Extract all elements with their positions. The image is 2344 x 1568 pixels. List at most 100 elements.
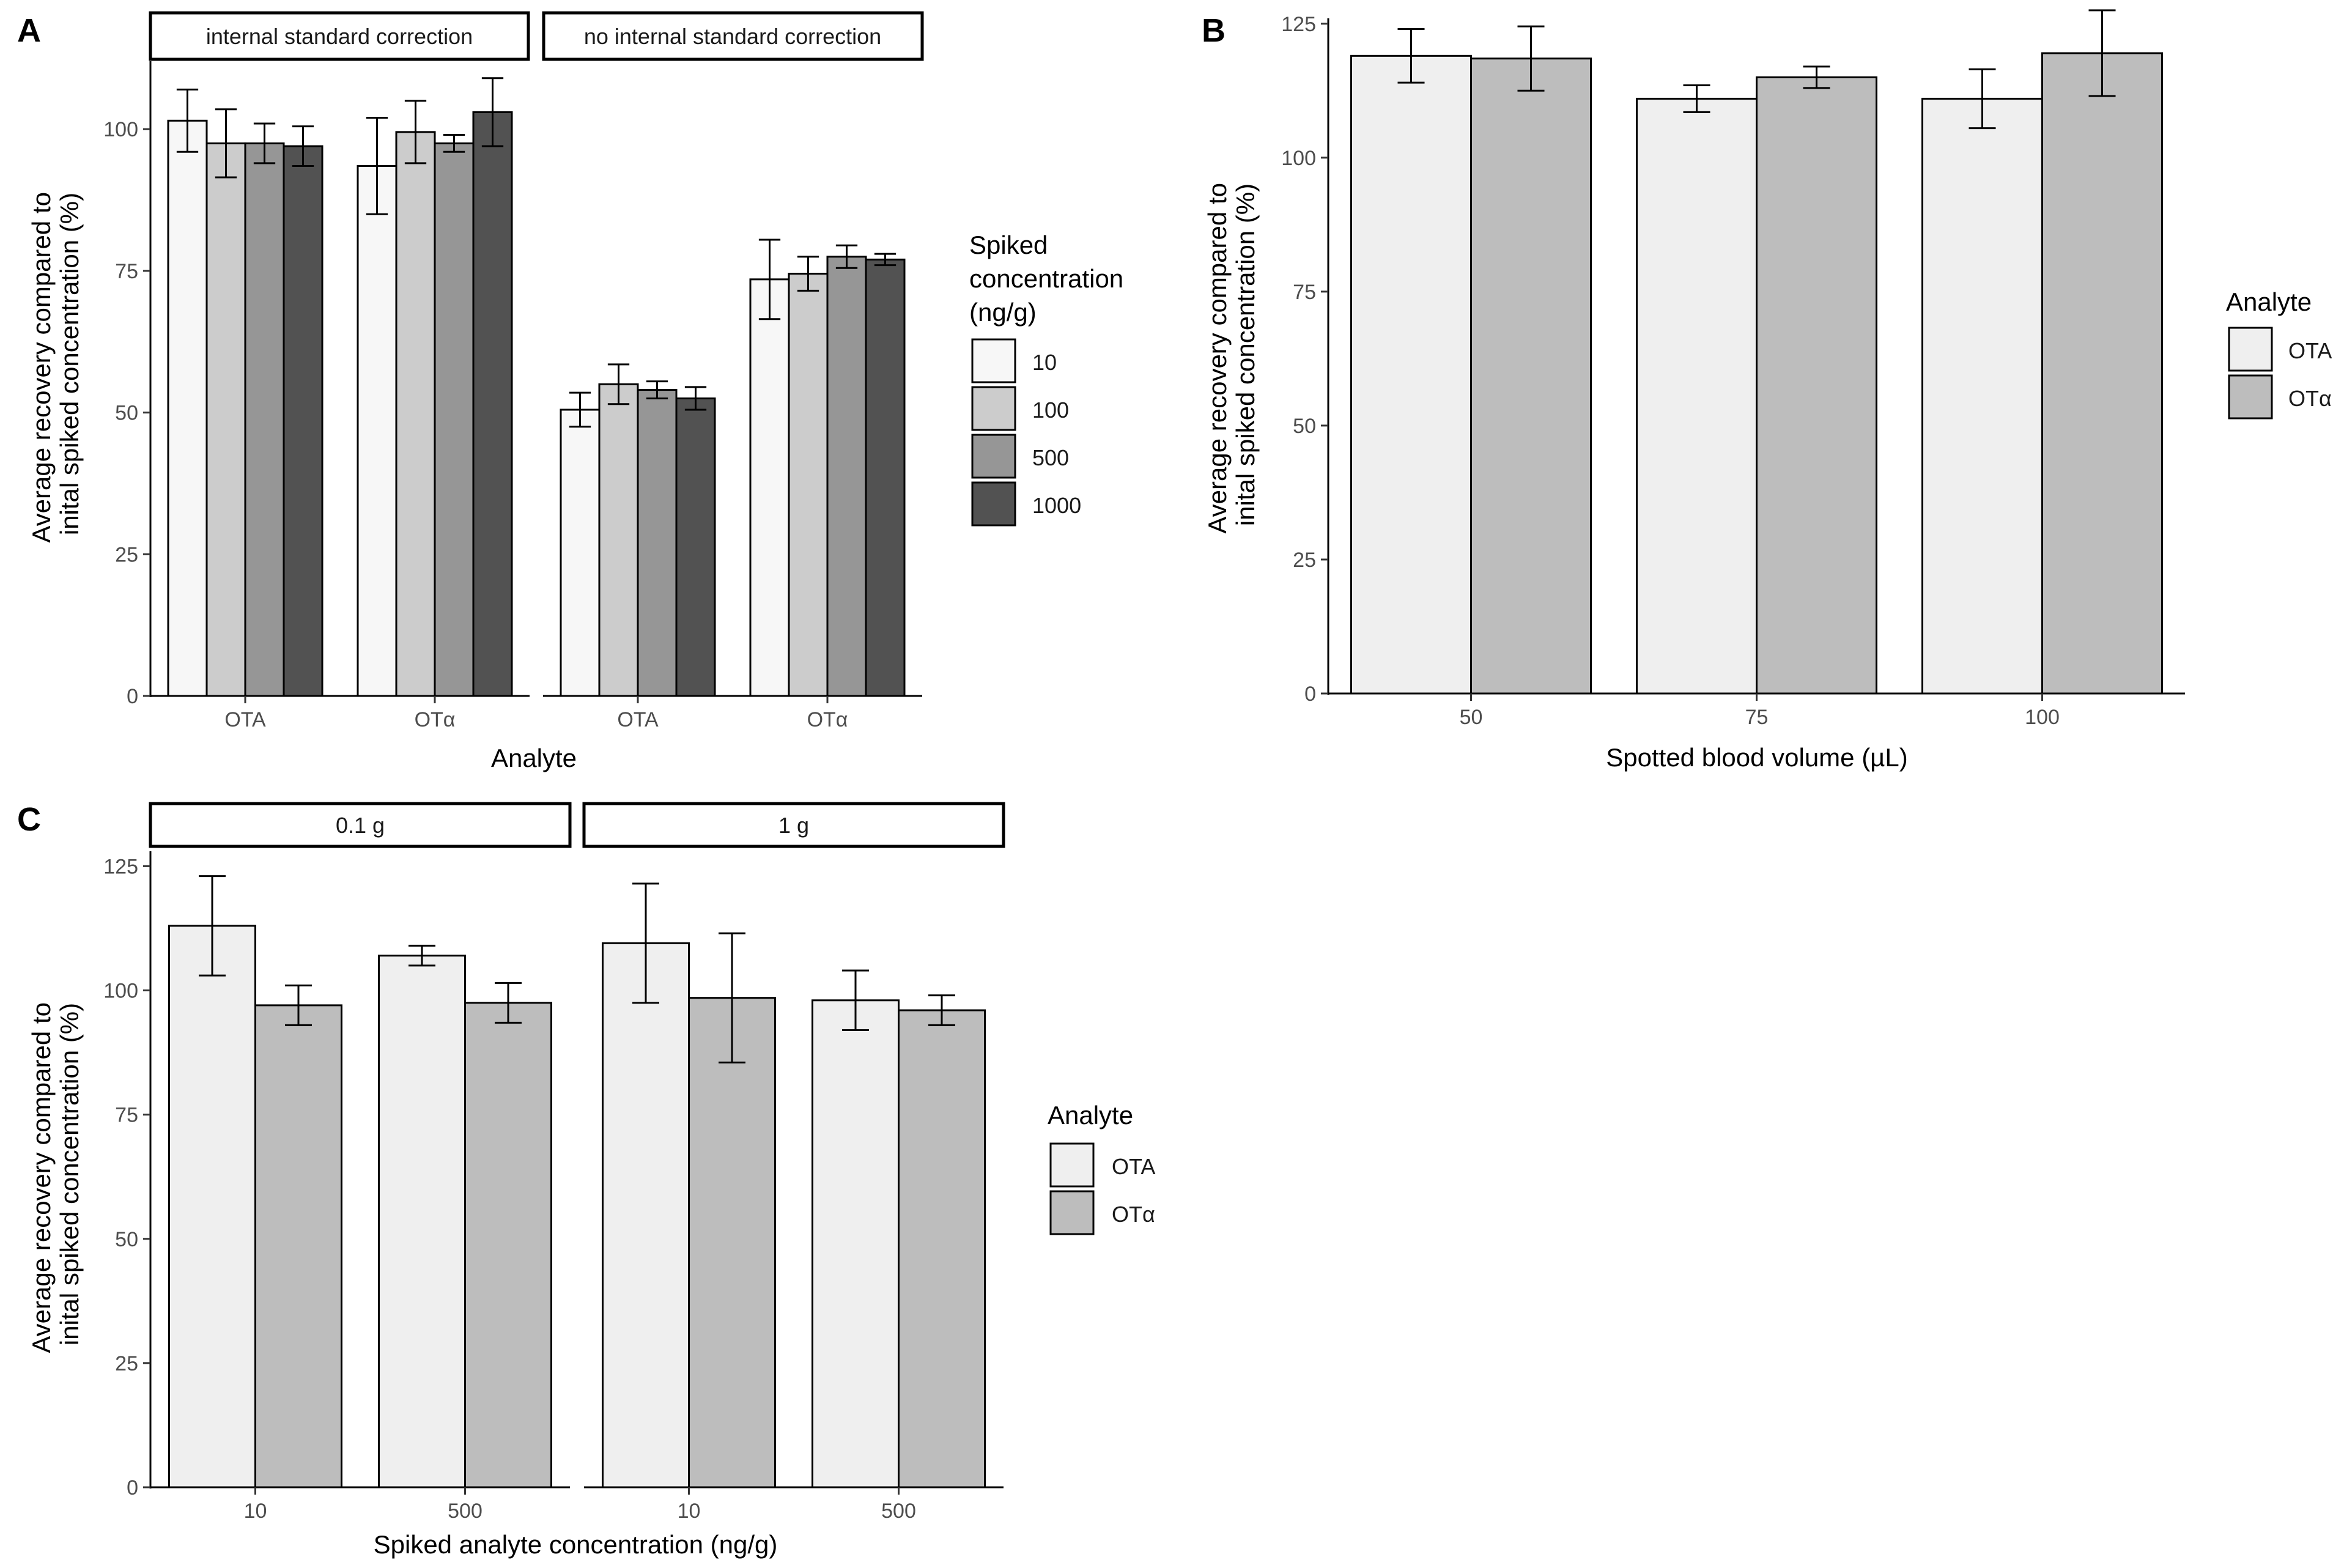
panel-b-legend-swatch-1: [2228, 327, 2273, 372]
panel-b-y-axis: 0 25 50 75 100 125: [1281, 13, 1329, 706]
panel-a-chart: 0 25 50 75 100 Average recovery compared to …: [27, 11, 1131, 772]
panel-b-x-tick-label-0: 50: [1460, 706, 1483, 729]
panel-a-legend-swatch-1: [971, 338, 1016, 383]
panel-a-y-tick-label-0: 0: [127, 685, 138, 708]
panel-a-strip-label-1: internal standard correction: [206, 24, 473, 49]
panel-tag-c: C: [17, 801, 41, 838]
panel-b-x-title: Spotted blood volume (µL): [1606, 743, 1907, 772]
panel-b-y-tick-label-3: 75: [1293, 281, 1316, 304]
panel-a-legend-swatch-2: [971, 386, 1016, 431]
panel-c-f1-500-sOTA-bar: [812, 999, 900, 1488]
panel-b-x-tick-label-2: 100: [2025, 706, 2060, 729]
panel-b-legend-swatch-2: [2228, 374, 2273, 420]
panel-c-y-tick-label-3: 75: [115, 1104, 138, 1127]
panel-b-chart: 0 25 50 75 100 125 Average recovery compared …: [1203, 9, 2332, 772]
panel-c-f0-500-sOTA-bar: [378, 955, 466, 1488]
panel-a-f1-OTα-s1000-bar: [865, 258, 906, 697]
panel-c-f1-10-sOTA-bar: [602, 942, 690, 1488]
panel-a-f1-OTα-s10-bar: [749, 278, 790, 697]
panel-c-legend-swatch-2: [1049, 1190, 1095, 1235]
panel-c-x-title: Spiked analyte concentration (ng/g): [374, 1530, 778, 1559]
panel-a-legend-title: Spiked concentration (ng/g): [969, 231, 1131, 327]
panel-c-f1-500-sOTα-bar: [898, 1009, 986, 1488]
panel-b-y-tick-label-2: 50: [1293, 415, 1316, 438]
panel-b-x-tick-label-1: 75: [1745, 706, 1769, 729]
panel-a-legend-label-1: 10: [1032, 350, 1057, 375]
panel-c-legend-label-2: OTα: [1112, 1202, 1155, 1227]
panel-a-f1-OTα-s500-bar: [826, 256, 867, 697]
panel-c-y-tick-label-1: 25: [115, 1352, 138, 1375]
panel-a-y-title: Average recovery compared to inital spik…: [27, 185, 84, 542]
panel-a-f0-OTα-s10-bar: [357, 165, 397, 697]
panel-a-y-tick-label-2: 50: [115, 402, 138, 425]
panel-b-legend-title: Analyte: [2226, 287, 2312, 316]
panel-a-strip-box-2: [542, 11, 924, 61]
panel-b-75-sOTα-bar: [1756, 76, 1877, 695]
panel-a-f0-OTα-s1000-bar: [472, 111, 513, 697]
panel-a-legend-label-2: 100: [1032, 398, 1069, 423]
panel-a-x-tick-label-0-1: OTα: [415, 708, 456, 731]
panel-a-f0-OTA-s10-bar: [167, 119, 208, 697]
panel-b-100-sOTA-bar: [1921, 97, 2043, 695]
panel-a-y-title-line1: Average recovery compared to: [27, 192, 56, 543]
panel-c-legend-title: Analyte: [1048, 1101, 1133, 1130]
panel-c-y-tick-label-5: 125: [103, 855, 138, 878]
panel-a-legend-label-4: 1000: [1032, 493, 1081, 518]
panel-a-f1-OTα-s100-bar: [788, 273, 829, 697]
panel-c-y-title-line1: Average recovery compared to: [27, 1002, 56, 1353]
panel-a-f1-OTA-s500-bar: [637, 389, 678, 697]
panel-c-y-title: Average recovery compared to inital spik…: [27, 995, 84, 1353]
panel-a-y-tick-label-3: 75: [115, 260, 138, 283]
panel-a-f0-OTA-s100-bar: [205, 142, 246, 697]
panel-a-legend-title-line2: concentration: [969, 264, 1123, 293]
panel-b-legend: OTA OTα: [2228, 327, 2332, 420]
panel-b-y-title-line2: inital spiked concentration (%): [1231, 183, 1260, 526]
panel-c-x-tick-label-1-1: 500: [881, 1500, 916, 1523]
panel-a-bars: OTA OTα OTA OTα: [150, 77, 922, 731]
panel-c-f0-10-sOTα-bar: [254, 1004, 342, 1488]
panel-c-legend: OTA OTα: [1049, 1142, 1155, 1235]
panel-c-f0-500-sOTα-bar: [464, 1002, 552, 1488]
panel-b-50-sOTA-bar: [1350, 54, 1472, 695]
panel-c-y-tick-label-0: 0: [127, 1476, 138, 1500]
panel-b-50-sOTα-bar: [1470, 57, 1592, 695]
panel-c-strip-label-1: 0.1 g: [336, 813, 385, 838]
panel-a-f1-OTA-s100-bar: [598, 383, 639, 697]
panel-b-y-title: Average recovery compared to inital spik…: [1203, 176, 1260, 533]
panel-b-y-tick-label-0: 0: [1304, 682, 1316, 706]
panel-c-y-axis: 0 25 50 75 100 125: [103, 851, 152, 1500]
panel-c-strip-box-2: [582, 802, 1005, 848]
panel-b-legend-label-2: OTα: [2288, 386, 2332, 411]
panel-a-x-title: Analyte: [491, 744, 577, 772]
panel-b-y-tick-label-1: 25: [1293, 549, 1316, 572]
panel-a-legend-swatch-3: [971, 434, 1016, 479]
panel-a-y-tick-label-4: 100: [103, 118, 138, 141]
panel-a-legend-swatch-4: [971, 481, 1016, 527]
panel-a-f1-OTA-s1000-bar: [675, 397, 716, 697]
panel-a-legend-title-line1: Spiked: [969, 231, 1048, 259]
panel-a-strip-label-2: no internal standard correction: [584, 24, 881, 49]
panel-b-y-tick-label-5: 125: [1281, 13, 1316, 36]
panel-a-f1-OTA-s10-bar: [560, 409, 601, 697]
panel-c-x-tick-label-0-0: 10: [244, 1500, 267, 1523]
panel-a-f0-OTα-s500-bar: [434, 142, 475, 697]
panel-tag-b: B: [1202, 12, 1226, 49]
panel-c-legend-swatch-1: [1049, 1142, 1095, 1188]
panel-a-x-tick-label-0-0: OTA: [224, 708, 266, 731]
panel-c-strip-label-2: 1 g: [778, 813, 809, 838]
panel-a-f0-OTα-s100-bar: [395, 131, 436, 697]
panel-c-f0-10-sOTA-bar: [168, 925, 256, 1488]
panel-c-f1-10-sOTα-bar: [688, 997, 776, 1488]
panel-a-legend-label-3: 500: [1032, 445, 1069, 470]
panel-a-y-title-line2: inital spiked concentration (%): [55, 193, 84, 535]
panel-c-bars: 10 500 10 500: [150, 875, 1004, 1523]
panel-a-legend: 10 100 500 1000: [971, 338, 1081, 527]
panel-b-bars: 50 75 100: [1328, 9, 2185, 729]
panel-c-strip-box-1: [149, 802, 572, 848]
panel-b-legend-label-1: OTA: [2288, 338, 2332, 363]
panel-c-x-tick-label-1-0: 10: [678, 1500, 701, 1523]
panel-a-strip-box-1: [149, 11, 530, 61]
panel-a-legend-title-line3: (ng/g): [969, 298, 1037, 327]
panel-a-f0-OTA-s500-bar: [244, 142, 285, 697]
panel-a-y-tick-label-1: 25: [115, 543, 138, 566]
